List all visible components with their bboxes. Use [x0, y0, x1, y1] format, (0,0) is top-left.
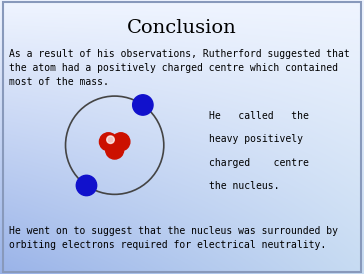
Ellipse shape [112, 133, 130, 151]
Text: He went on to suggest that the nucleus was surrounded by
orbiting electrons requ: He went on to suggest that the nucleus w… [9, 226, 338, 250]
Text: He   called   the: He called the [209, 111, 309, 121]
Text: the nucleus.: the nucleus. [209, 181, 280, 191]
Ellipse shape [132, 95, 153, 115]
Text: Conclusion: Conclusion [127, 19, 237, 37]
Text: charged    centre: charged centre [209, 158, 309, 167]
Text: As a result of his observations, Rutherford suggested that
the atom had a positi: As a result of his observations, Rutherf… [9, 49, 350, 87]
Ellipse shape [99, 133, 118, 151]
Ellipse shape [107, 136, 114, 144]
Text: heavy positively: heavy positively [209, 134, 303, 144]
Ellipse shape [106, 141, 124, 159]
Ellipse shape [76, 175, 97, 196]
